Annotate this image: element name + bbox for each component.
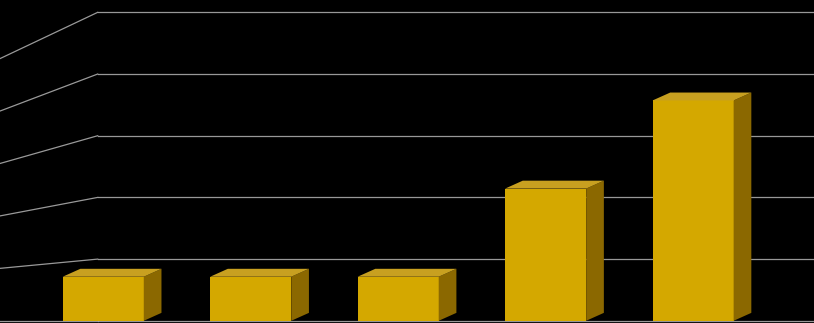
Polygon shape [586, 181, 604, 321]
Polygon shape [291, 269, 309, 321]
Polygon shape [210, 277, 291, 321]
Polygon shape [63, 277, 144, 321]
Polygon shape [63, 269, 161, 277]
Polygon shape [505, 189, 586, 321]
Polygon shape [733, 92, 751, 321]
Polygon shape [357, 269, 457, 277]
Polygon shape [653, 100, 733, 321]
Polygon shape [357, 277, 439, 321]
Polygon shape [505, 181, 604, 189]
Polygon shape [439, 269, 457, 321]
Polygon shape [653, 92, 751, 100]
Polygon shape [144, 269, 161, 321]
Polygon shape [210, 269, 309, 277]
